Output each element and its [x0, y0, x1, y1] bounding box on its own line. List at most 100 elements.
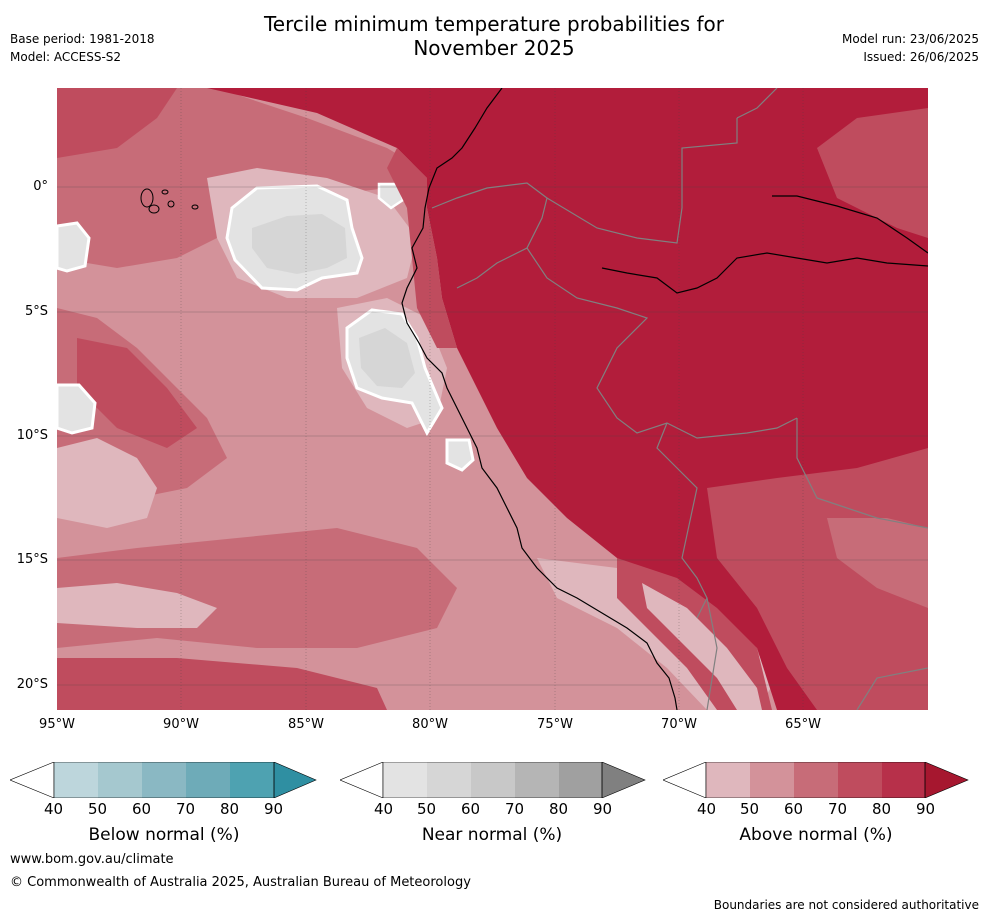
lat-label-10s: 10°S: [16, 428, 48, 443]
title-line-1: Tercile minimum temperature probabilitie…: [263, 12, 725, 36]
river-north: [772, 195, 928, 254]
colorbar-near-frame: [382, 762, 603, 798]
tick-near-70: 70: [505, 800, 525, 818]
colorbar-below-frame: [53, 762, 275, 798]
model-run: Model run: 23/06/2025: [841, 32, 979, 46]
colorbar-below-high-arrow: [273, 762, 317, 798]
colorbar-near-80: [515, 762, 559, 798]
colorbar-below-50: [54, 762, 98, 798]
border-colombia-ecuador: [431, 182, 548, 289]
lon-label-85w: 85°W: [288, 717, 324, 732]
colorbar-below-90: [230, 762, 274, 798]
border-venezuela: [736, 88, 778, 119]
colorbar-below-title: Below normal (%): [88, 825, 240, 845]
colorbar-below: [10, 762, 317, 798]
tick-above-40: 40: [697, 800, 717, 818]
land-above-70-southeast: [827, 518, 928, 608]
tick-near-50: 50: [417, 800, 437, 818]
ocean-band-50-west: [57, 438, 157, 528]
near-normal-area-4: [57, 383, 97, 435]
border-bolivia-brazil: [796, 418, 928, 529]
tick-near-80: 80: [549, 800, 569, 818]
tick-below-70: 70: [176, 800, 196, 818]
colorbar-near-title: Near normal (%): [421, 825, 563, 845]
colorbar-below-80: [186, 762, 230, 798]
galapagos-islands: [140, 188, 199, 214]
island-1: [140, 188, 154, 208]
meta-left: Base period: 1981-2018 Model: ACCESS-S2: [10, 30, 155, 66]
meta-right: Model run: 23/06/2025 Issued: 26/06/2025: [842, 30, 979, 66]
border-peru-brazil: [526, 247, 798, 439]
lon-label-65w: 65°W: [785, 717, 821, 732]
tick-below-40: 40: [44, 800, 64, 818]
colorbar-above-frame: [705, 762, 926, 798]
lon-label-90w: 90°W: [163, 717, 199, 732]
near-normal-area-3: [57, 221, 91, 273]
tick-below-60: 60: [132, 800, 152, 818]
colorbar-near-70: [471, 762, 515, 798]
island-3: [161, 189, 169, 195]
lon-label-80w: 80°W: [412, 717, 448, 732]
colorbar-near-high-arrow: [601, 762, 646, 798]
colorbar-above-50: [706, 762, 750, 798]
tick-below-90: 90: [264, 800, 284, 818]
map-fill: [57, 88, 928, 710]
ocean-band-50-south: [57, 583, 217, 628]
island-2: [148, 204, 160, 214]
lon-label-75w: 75°W: [537, 717, 573, 732]
colorbar-above-90: [882, 762, 925, 798]
tick-above-80: 80: [872, 800, 892, 818]
border-peru-bolivia: [656, 422, 708, 619]
tick-below-50: 50: [88, 800, 108, 818]
tick-near-90: 90: [593, 800, 613, 818]
colorbar-above: [663, 762, 969, 798]
lon-label-95w: 95°W: [39, 717, 75, 732]
colorbar-above-80: [838, 762, 882, 798]
tick-near-40: 40: [374, 800, 394, 818]
colorbar-above-60: [750, 762, 794, 798]
tick-above-50: 50: [740, 800, 760, 818]
near-normal-area-2-core: [359, 328, 415, 388]
lat-label-0: 0°: [33, 179, 48, 194]
colorbar-above-70: [794, 762, 838, 798]
colorbar-below-70: [142, 762, 186, 798]
tick-above-70: 70: [828, 800, 848, 818]
island-4: [191, 204, 199, 210]
land-above-80-strip: [387, 148, 457, 348]
copyright-text: © Commonwealth of Australia 2025, Austra…: [10, 875, 471, 890]
colorbar-near-low-arrow: [340, 762, 384, 798]
tick-below-80: 80: [220, 800, 240, 818]
probability-map: [57, 88, 928, 710]
colorbar-near-60: [427, 762, 471, 798]
disclaimer-text: Boundaries are not considered authoritat…: [713, 898, 979, 912]
lat-label-5s: 5°S: [24, 304, 48, 319]
chart-title: Tercile minimum temperature probabilitie…: [0, 12, 988, 60]
issued-date: Issued: 26/06/2025: [863, 50, 979, 64]
colorbar-below-low-arrow: [10, 762, 55, 798]
coastline-west: [401, 88, 678, 710]
lat-label-15s: 15°S: [16, 552, 48, 567]
lon-label-70w: 70°W: [661, 717, 697, 732]
land-above-80-east: [817, 108, 928, 238]
colorbar-near-50: [383, 762, 427, 798]
border-colombia-brazil: [546, 118, 738, 244]
lat-label-20s: 20°S: [16, 677, 48, 692]
ocean-band-80-south: [57, 658, 387, 710]
island-5: [167, 200, 175, 208]
land-above-80-southeast: [707, 448, 928, 710]
colorbar-above-high-arrow: [924, 762, 969, 798]
coastline: [401, 88, 928, 710]
colorbar-above-title: Above normal (%): [739, 825, 893, 845]
base-period: Base period: 1981-2018: [10, 32, 155, 46]
tick-above-60: 60: [784, 800, 804, 818]
title-line-2: November 2025: [413, 36, 575, 60]
country-borders: [431, 88, 928, 710]
tick-near-60: 60: [461, 800, 481, 818]
colorbar-below-60: [98, 762, 142, 798]
colorbar-near-90: [559, 762, 602, 798]
near-normal-area-5: [445, 438, 475, 472]
land-above-50-andes: [642, 583, 762, 710]
website-link[interactable]: www.bom.gov.au/climate: [10, 852, 174, 867]
model-name: Model: ACCESS-S2: [10, 50, 122, 64]
tick-above-90: 90: [916, 800, 936, 818]
